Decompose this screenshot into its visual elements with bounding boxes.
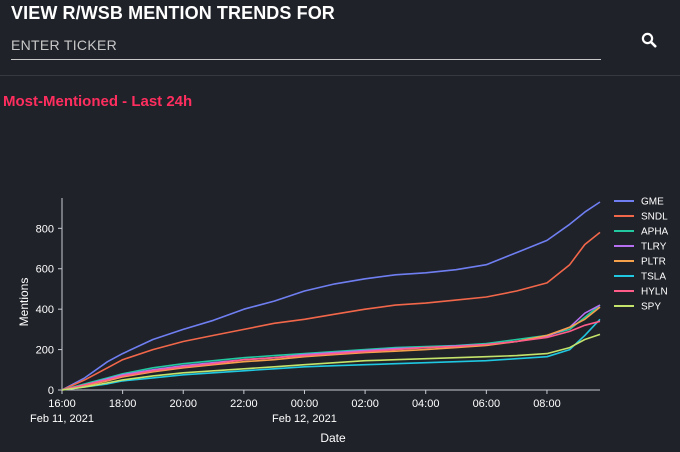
legend-label-gme: GME [641, 197, 664, 208]
y-tick-label: 200 [36, 345, 54, 357]
x-tick-label: 22:00 [230, 398, 258, 410]
page-title: VIEW R/WSB MENTION TRENDS FOR [11, 3, 335, 23]
header-divider [0, 75, 680, 76]
x-axis-label: Date [320, 431, 346, 445]
series-line-gme [61, 201, 601, 391]
x-tick-label: 08:00 [533, 398, 561, 410]
search-button[interactable] [636, 27, 662, 53]
x-tick-date-label: Feb 11, 2021 [30, 413, 94, 425]
y-tick-label: 400 [36, 304, 54, 316]
y-axis-label: Mentions [17, 278, 31, 327]
chart-series [61, 201, 601, 391]
legend-label-tlry: TLRY [641, 242, 667, 253]
x-tick-label: 00:00 [291, 398, 319, 410]
x-tick-label: 02:00 [351, 398, 379, 410]
legend-label-apha: APHA [641, 227, 669, 238]
x-tick-label: 16:00 [48, 398, 76, 410]
series-line-tsla [61, 318, 601, 391]
search-icon [641, 32, 657, 48]
section-title: Most-Mentioned - Last 24h [3, 93, 193, 110]
x-tick-date-label: Feb 12, 2021 [272, 413, 337, 425]
y-tick-label: 600 [36, 264, 54, 276]
y-tick-label: 800 [36, 223, 54, 235]
chart-legend: GME SNDL APHA TLRY PLTR TSLA HYLN SPY [614, 197, 669, 313]
legend-label-spy: SPY [641, 302, 661, 313]
search-input[interactable] [11, 31, 601, 60]
series-line-spy [61, 333, 601, 391]
x-tick-label: 04:00 [412, 398, 440, 410]
series-line-sndl [61, 231, 601, 391]
x-tick-label: 20:00 [169, 398, 197, 410]
chart-axes: 0 200 400 600 800 16:00 Feb 11, 2021 18:00 20:00… [17, 198, 600, 445]
y-tick-label: 0 [48, 385, 54, 397]
legend-label-hyln: HYLN [641, 287, 668, 298]
mentions-chart: 0 200 400 600 800 16:00 Feb 11, 2021 18:00 20:00… [17, 197, 669, 446]
series-line-pltr [61, 306, 601, 391]
series-line-hyln [61, 320, 601, 391]
legend-label-tsla: TSLA [641, 272, 666, 283]
x-tick-label: 18:00 [109, 398, 137, 410]
x-tick-label: 06:00 [473, 398, 501, 410]
legend-label-sndl: SNDL [641, 212, 668, 223]
legend-label-pltr: PLTR [641, 257, 666, 268]
